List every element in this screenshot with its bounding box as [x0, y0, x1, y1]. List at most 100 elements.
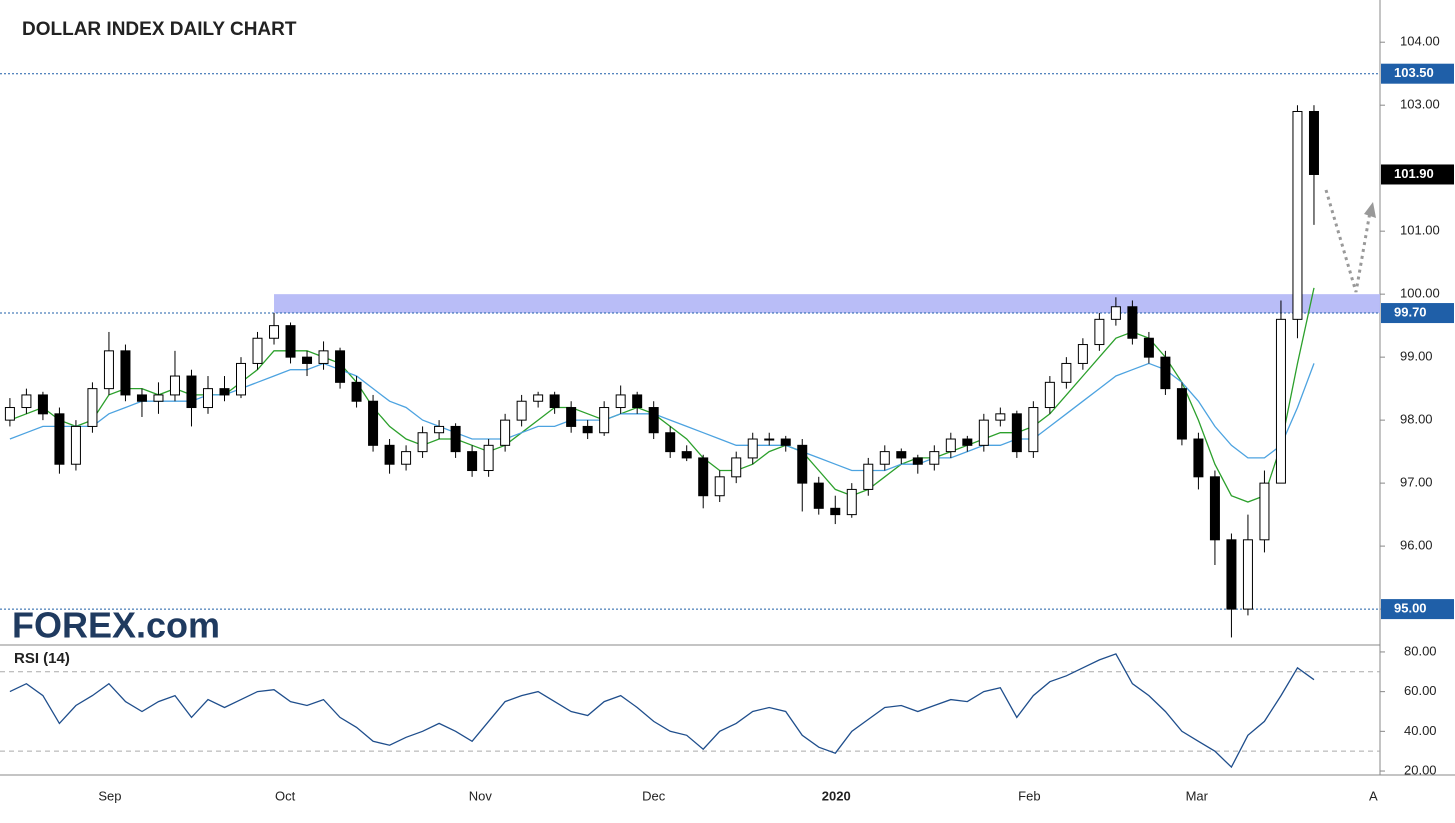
logo: FOREX.com [12, 605, 220, 646]
candle-body [1094, 318, 1105, 346]
candle-body [846, 488, 857, 516]
candle-body [863, 463, 874, 490]
y-tick-label: 96.00 [1400, 538, 1433, 553]
candle-body [4, 407, 15, 421]
candle-body [1028, 407, 1039, 453]
candle-body [21, 394, 32, 409]
candle-body [434, 425, 445, 434]
candle-body [1011, 413, 1022, 453]
level-label: 101.90 [1394, 166, 1434, 181]
candle-body [1308, 110, 1319, 175]
candle-body [1226, 539, 1237, 610]
candle-body [549, 394, 560, 409]
candle-body [879, 451, 890, 465]
rsi-title: RSI (14) [14, 650, 70, 667]
y-tick-label: 98.00 [1400, 412, 1433, 427]
candle-body [978, 419, 989, 446]
candle-body [500, 419, 511, 446]
candle-body [1259, 482, 1270, 541]
candle-body [236, 362, 247, 396]
candle-body [698, 457, 709, 497]
chart-title: DOLLAR INDEX DAILY CHART [22, 19, 297, 40]
candle-body [87, 388, 98, 427]
candle-body [37, 394, 48, 415]
candle-body [995, 413, 1006, 421]
candle-body [136, 394, 147, 402]
candle-body [780, 438, 791, 446]
candle-body [813, 482, 824, 509]
candle-body [1209, 476, 1220, 541]
x-tick-label: Dec [642, 788, 666, 803]
candle-body [615, 394, 626, 409]
candle-body [401, 451, 412, 465]
level-label: 99.70 [1394, 304, 1427, 319]
candle-body [648, 407, 659, 434]
level-badge [1381, 599, 1454, 620]
arrow-annotation [1324, 189, 1376, 293]
candle-body [533, 394, 544, 402]
candle-body [202, 388, 213, 409]
candle-body [153, 394, 164, 402]
x-tick-label: 2020 [822, 788, 851, 803]
candle-body [1292, 110, 1303, 320]
support-zone [274, 294, 1380, 314]
candle-body [1160, 356, 1171, 390]
candle-body [186, 375, 197, 409]
level-label: 95.00 [1394, 601, 1427, 616]
x-tick-label: Oct [275, 788, 296, 803]
candle-body [417, 432, 428, 453]
candle-body [681, 451, 692, 459]
y-tick-label: 97.00 [1400, 475, 1433, 490]
y-tick-label: 101.00 [1400, 223, 1440, 238]
candle-body [318, 350, 329, 364]
candle-body [467, 451, 478, 472]
candle-body [912, 457, 923, 465]
y-tick-label: 99.00 [1400, 349, 1433, 364]
candle-body [797, 444, 808, 484]
candle-body [302, 356, 313, 364]
y-tick-label: 20.00 [1404, 762, 1437, 777]
x-tick-label: Mar [1186, 788, 1209, 803]
candle-body [70, 425, 81, 465]
x-tick-label: A [1369, 788, 1378, 803]
candle-body [1143, 337, 1154, 358]
level-badge [1381, 164, 1454, 185]
candle-body [54, 413, 65, 465]
candle-body [1127, 306, 1138, 339]
candle-body [252, 337, 263, 364]
candle-body [269, 325, 280, 339]
candle-body [665, 432, 676, 453]
candle-body [368, 400, 379, 446]
series-line [9, 653, 1315, 769]
candle-body [120, 350, 131, 396]
y-tick-label: 80.00 [1404, 643, 1437, 658]
candle-body [1275, 318, 1286, 484]
candle-body [1193, 438, 1204, 478]
y-tick-label: 103.00 [1400, 97, 1440, 112]
candle-body [731, 457, 742, 478]
candle-body [1077, 344, 1088, 364]
candle-body [599, 407, 610, 434]
candle-body [450, 425, 461, 453]
x-tick-label: Nov [469, 788, 493, 803]
y-tick-label: 104.00 [1400, 34, 1440, 49]
candle-body [830, 507, 841, 516]
candle-body [1061, 362, 1072, 383]
candle-body [747, 438, 758, 459]
candle-body [929, 451, 940, 465]
candle-body [945, 438, 956, 453]
candle-body [483, 444, 494, 472]
candle-body [896, 451, 907, 459]
candle-body [219, 388, 230, 396]
candle-body [1176, 388, 1187, 440]
candle-body [335, 350, 346, 383]
candle-body [351, 381, 362, 402]
candle-body [1242, 539, 1253, 610]
candle-body [962, 438, 973, 446]
y-tick-label: 100.00 [1400, 286, 1440, 301]
candle-body [714, 476, 725, 497]
candle-body [566, 407, 577, 427]
x-tick-label: Sep [98, 788, 121, 803]
